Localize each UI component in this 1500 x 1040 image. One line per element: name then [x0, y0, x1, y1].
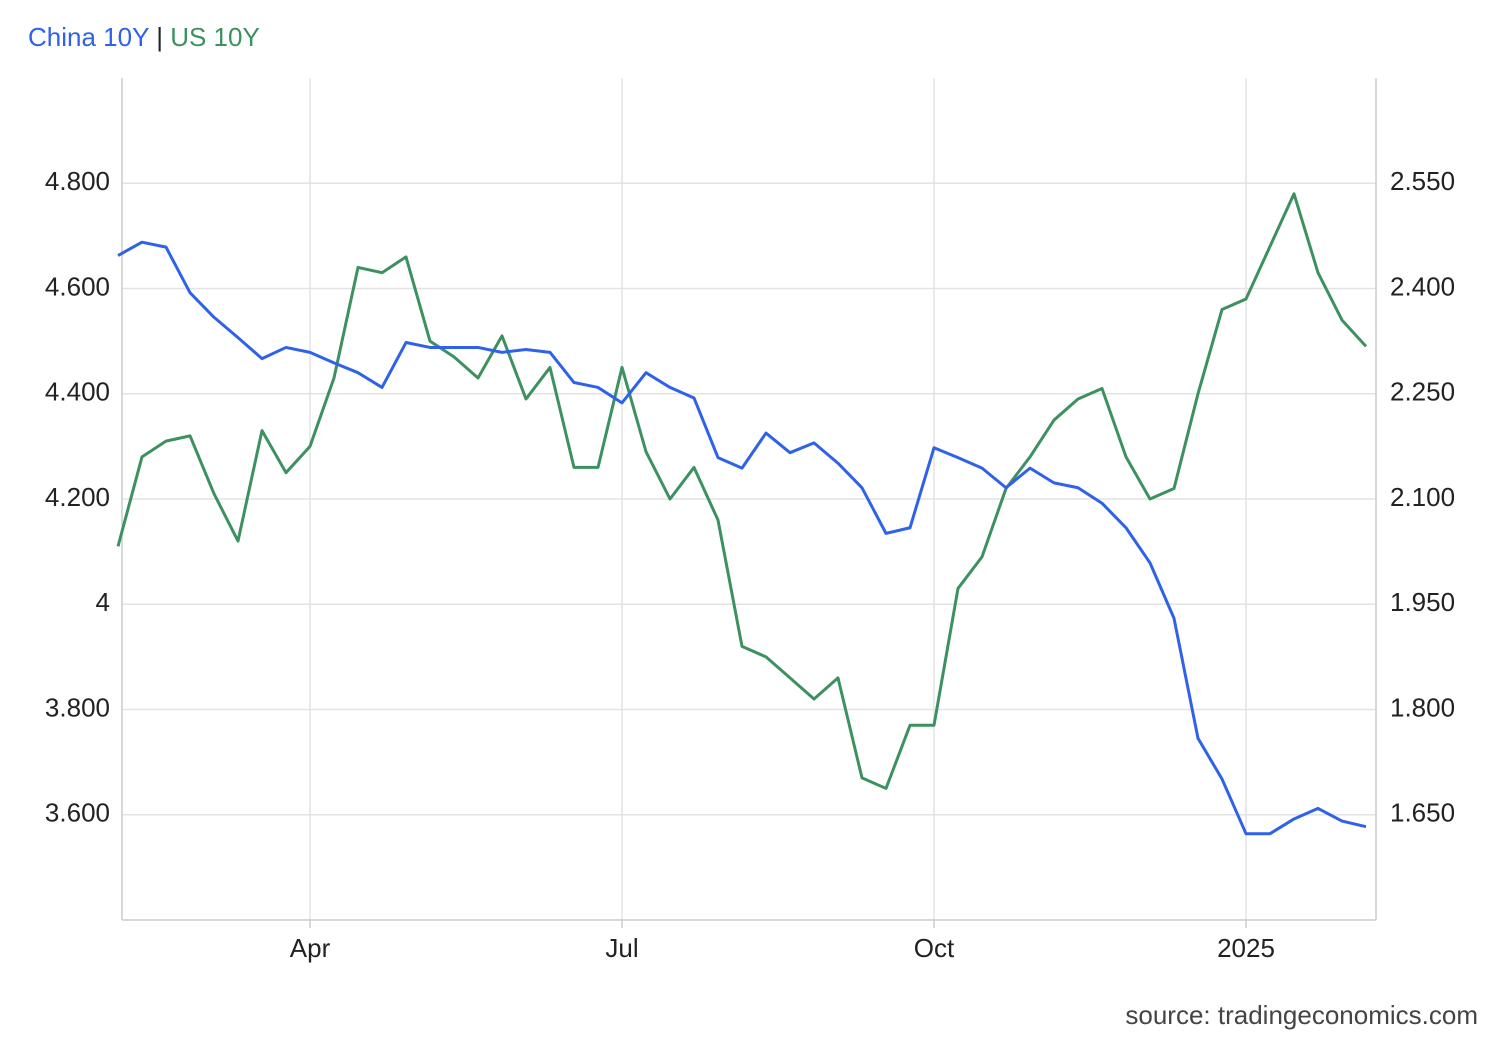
- y-tick-label: 4.400: [45, 377, 110, 407]
- legend: China 10Y | US 10Y: [28, 22, 260, 53]
- y-tick-label: 4.200: [45, 482, 110, 512]
- x-tick-label: Oct: [914, 933, 955, 963]
- y-tick-label: 2.550: [1390, 166, 1455, 196]
- y-tick-label: 2.100: [1390, 482, 1455, 512]
- y-tick-label: 2.400: [1390, 271, 1455, 301]
- y-tick-label: 2.250: [1390, 377, 1455, 407]
- legend-entry: China 10Y: [28, 22, 149, 52]
- y-tick-label: 3.800: [45, 692, 110, 722]
- legend-entry: US 10Y: [170, 22, 260, 52]
- y-tick-label: 4.800: [45, 166, 110, 196]
- series-line: [117, 240, 1367, 836]
- x-tick-label: 2025: [1217, 933, 1275, 963]
- y-tick-label: 4: [96, 587, 110, 617]
- y-tick-label: 1.950: [1390, 587, 1455, 617]
- y-tick-label: 3.600: [45, 798, 110, 828]
- x-tick-label: Apr: [290, 933, 331, 963]
- legend-separator: |: [156, 22, 163, 52]
- y-tick-label: 1.650: [1390, 798, 1455, 828]
- y-tick-label: 1.800: [1390, 692, 1455, 722]
- source: source: tradingeconomics.com: [1125, 1000, 1478, 1030]
- series-line: [116, 192, 1368, 790]
- x-tick-label: Jul: [605, 933, 638, 963]
- y-tick-label: 4.600: [45, 271, 110, 301]
